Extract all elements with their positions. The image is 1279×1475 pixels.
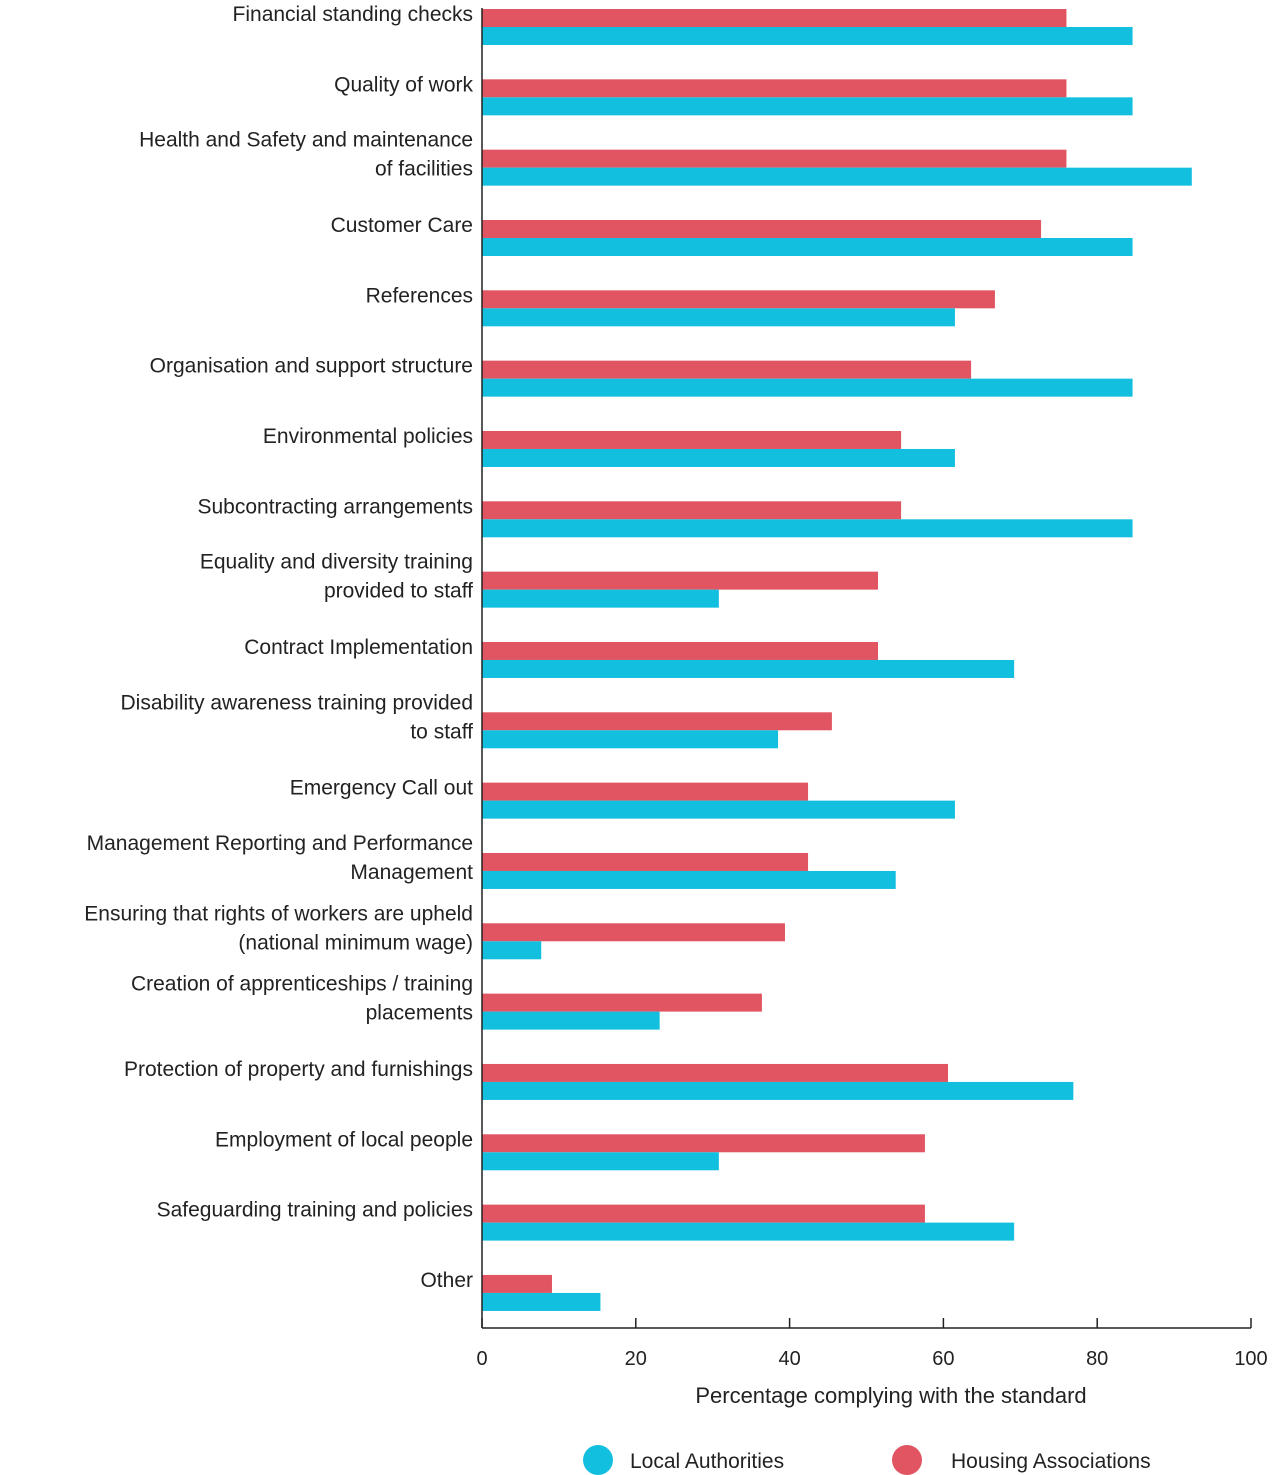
bar-housing-associations: [482, 712, 832, 731]
bar-local-authorities: [482, 167, 1192, 186]
bar-local-authorities: [482, 1152, 719, 1171]
bar-local-authorities: [482, 1222, 1015, 1241]
x-tick-label: 40: [778, 1348, 800, 1370]
bar-housing-associations: [482, 571, 879, 590]
bar-local-authorities: [482, 589, 719, 608]
bar-housing-associations: [482, 782, 809, 801]
bar-housing-associations: [482, 1134, 925, 1153]
x-tick-label: 0: [476, 1348, 487, 1370]
bar-local-authorities: [482, 378, 1133, 397]
category-label: Management Reporting and Performance Mana…: [87, 832, 474, 884]
x-tick-label: 100: [1234, 1348, 1267, 1370]
category-label: Organisation and support structure: [150, 355, 473, 378]
legend-label: Local Authorities: [630, 1450, 784, 1473]
category-label: Protection of property and furnishings: [124, 1058, 473, 1081]
bar-local-authorities: [482, 941, 542, 960]
bar-local-authorities: [482, 1292, 601, 1311]
x-tick-label: 80: [1086, 1348, 1108, 1370]
category-label: References: [366, 284, 473, 307]
bar-housing-associations: [482, 923, 785, 942]
bar-local-authorities: [482, 870, 896, 889]
x-ticks: 0 20 40 60 80 100: [476, 1318, 1268, 1370]
legend: Local Authorities Housing Associations: [583, 1445, 1151, 1475]
bar-housing-associations: [482, 852, 809, 871]
category-label: Health and Safety and maintenance of faci…: [139, 129, 473, 181]
x-tick-label: 60: [932, 1348, 954, 1370]
bar-local-authorities: [482, 97, 1133, 116]
bar-housing-associations: [482, 430, 902, 449]
bar-local-authorities: [482, 730, 779, 749]
bar-housing-associations: [482, 993, 762, 1012]
category-label: Employment of local people: [215, 1128, 473, 1151]
bar-local-authorities: [482, 1011, 660, 1030]
bar-housing-associations: [482, 9, 1067, 27]
bar-local-authorities: [482, 448, 955, 467]
bar-local-authorities: [482, 27, 1133, 45]
bar-local-authorities: [482, 237, 1133, 256]
bar-housing-associations: [482, 219, 1042, 238]
category-label: Disability awareness training provided to…: [120, 691, 473, 743]
category-label: Equality and diversity training provided …: [200, 551, 473, 603]
bar-housing-associations: [482, 1274, 552, 1293]
bar-local-authorities: [482, 519, 1133, 538]
bar-housing-associations: [482, 79, 1067, 98]
category-label: Other: [420, 1269, 473, 1292]
x-tick-label: 20: [625, 1348, 647, 1370]
legend-label: Housing Associations: [951, 1450, 1151, 1473]
category-label: Emergency Call out: [290, 777, 473, 800]
bar-local-authorities: [482, 800, 955, 819]
bar-local-authorities: [482, 659, 1015, 678]
legend-marker: [583, 1445, 613, 1475]
bar-local-authorities: [482, 1081, 1074, 1100]
bar-housing-associations: [482, 641, 879, 660]
legend-marker: [892, 1445, 922, 1475]
category-label: Environmental policies: [263, 425, 473, 448]
category-label: Contract Implementation: [244, 636, 473, 659]
category-label: Financial standing checks: [233, 3, 473, 26]
category-label: Creation of apprenticeships / training pl…: [131, 973, 473, 1025]
category-labels: Financial standing checks Quality of work…: [84, 3, 473, 1292]
category-label: Safeguarding training and policies: [157, 1199, 473, 1222]
bar-housing-associations: [482, 360, 972, 379]
bars-group: [482, 9, 1192, 1311]
bar-housing-associations: [482, 1204, 925, 1223]
bar-housing-associations: [482, 1063, 949, 1082]
bar-housing-associations: [482, 501, 902, 520]
bar-local-authorities: [482, 308, 955, 327]
category-label: Ensuring that rights of workers are uphe…: [84, 902, 473, 954]
bar-housing-associations: [482, 290, 995, 309]
bar-housing-associations: [482, 149, 1067, 168]
category-label: Quality of work: [334, 73, 473, 96]
category-label: Subcontracting arrangements: [198, 495, 474, 518]
x-axis-title: Percentage complying with the standard: [695, 1383, 1086, 1408]
category-label: Customer Care: [331, 214, 473, 237]
